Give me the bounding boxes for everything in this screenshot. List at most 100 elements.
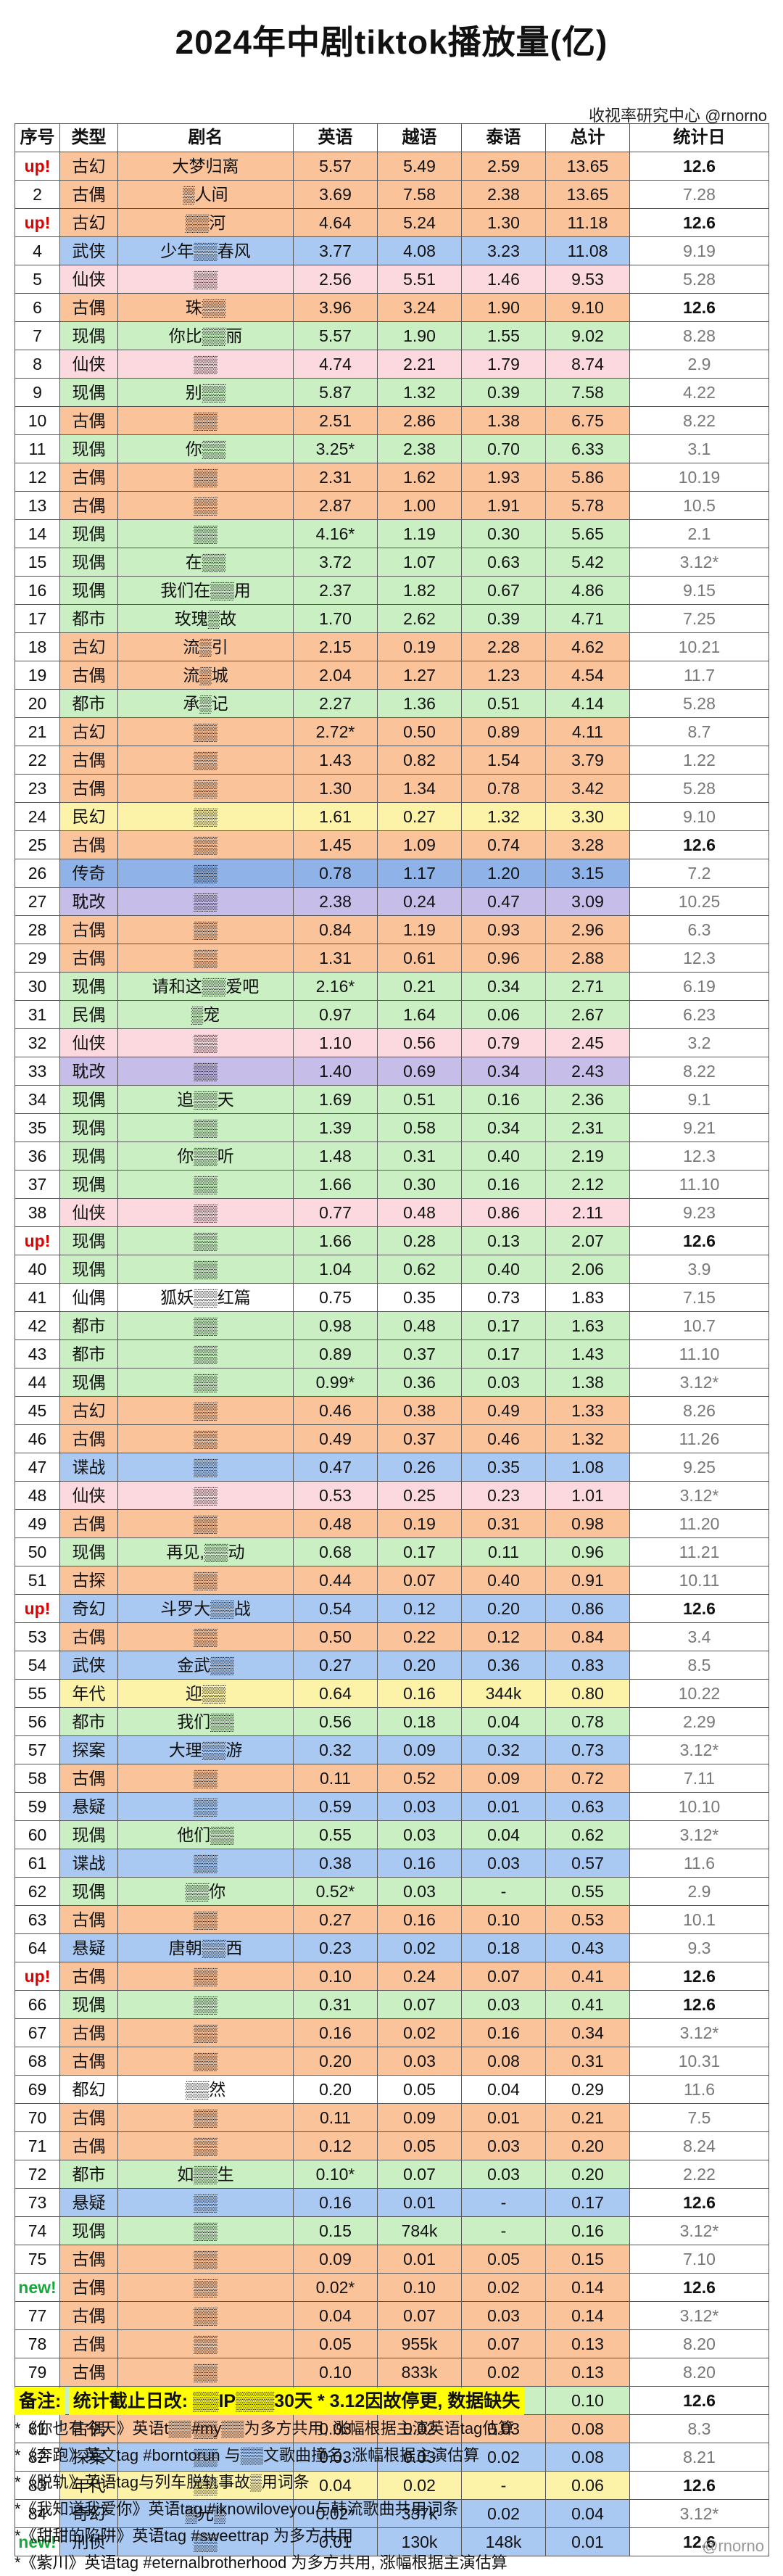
table-row: 35 现偶 ▒▒ 1.39 0.58 0.34 2.31 9.21 [14,1113,769,1142]
drama-name-cell: ▒▒ [117,463,294,492]
rank-cell: 21 [14,717,60,746]
total-cell: 2.67 [545,1000,630,1029]
date-cell: 12.6 [629,208,769,237]
thai-cell: 0.06 [461,1000,546,1029]
english-cell: 0.55 [293,1820,378,1849]
english-cell: 0.77 [293,1198,378,1227]
genre-cell: 古偶 [59,944,118,973]
vietnamese-cell: 0.37 [377,1339,462,1368]
date-cell: 3.12* [629,2216,769,2245]
total-cell: 0.98 [545,1509,630,1538]
thai-cell: 0.49 [461,1396,546,1425]
vietnamese-cell: 4.08 [377,236,462,265]
drama-name-cell: ▒▒ [117,1113,294,1142]
thai-cell: 2.59 [461,152,546,181]
notes-label: 备注: [14,2387,66,2415]
total-cell: 2.71 [545,972,630,1001]
date-cell: 3.12* [629,2301,769,2330]
drama-name-cell: 别▒▒ [117,378,294,407]
date-cell: 2.29 [629,1707,769,1736]
genre-cell: 古偶 [59,830,118,859]
genre-cell: 谍战 [59,1849,118,1878]
date-cell: 10.1 [629,1905,769,1934]
table-row: 60 现偶 他们▒▒ 0.55 0.03 0.04 0.62 3.12* [14,1820,769,1849]
drama-name-cell: 狐妖▒▒红篇 [117,1283,294,1312]
thai-cell: 0.04 [461,1707,546,1736]
vietnamese-cell: 0.02 [377,1933,462,1962]
date-cell: 11.20 [629,1509,769,1538]
table-row: 58 古偶 ▒▒ 0.11 0.52 0.09 0.72 7.11 [14,1764,769,1793]
drama-name-cell: 如▒▒生 [117,2160,294,2189]
vietnamese-cell: 2.62 [377,604,462,633]
rank-cell: 34 [14,1085,60,1114]
vietnamese-cell: 2.38 [377,434,462,463]
table-row: 4 武侠 少年▒▒春风 3.77 4.08 3.23 11.08 9.19 [14,236,769,265]
table-row: 26 传奇 ▒▒ 0.78 1.17 1.20 3.15 7.2 [14,859,769,888]
thai-cell: 0.30 [461,519,546,548]
total-cell: 1.32 [545,1424,630,1453]
table-row: 45 古幻 ▒▒ 0.46 0.38 0.49 1.33 8.26 [14,1396,769,1425]
date-cell: 2.9 [629,350,769,379]
thai-cell: 0.02 [461,2443,546,2472]
thai-cell: 2.28 [461,632,546,661]
genre-cell: 现偶 [59,434,118,463]
thai-cell: 0.73 [461,1283,546,1312]
table-row: 50 现偶 再见,▒▒动 0.68 0.17 0.11 0.96 11.21 [14,1537,769,1566]
thai-cell: 0.40 [461,1255,546,1284]
total-cell: 0.29 [545,2075,630,2104]
vietnamese-cell: 1.36 [377,689,462,718]
vietnamese-cell: 0.58 [377,1113,462,1142]
chart-title: 2024年中剧tiktok播放量(亿) [175,23,608,61]
note-line: *《你也有今天》英语t▒▒#my▒▒为多方共用, 涨幅根据主演英语tag估算 [14,2419,515,2437]
genre-cell: 现偶 [59,1255,118,1284]
table-row: 57 探案 大理▒▒游 0.32 0.09 0.32 0.73 3.12* [14,1735,769,1764]
drama-name-cell: ▒▒ [117,717,294,746]
rank-cell: 79 [14,2358,60,2387]
drama-name-cell: ▒▒ [117,915,294,944]
english-cell: 1.10 [293,1028,378,1057]
table-row: 17 都市 玫瑰▒故 1.70 2.62 0.39 4.71 7.25 [14,604,769,633]
genre-cell: 古偶 [59,774,118,803]
total-cell: 2.36 [545,1085,630,1114]
vietnamese-cell: 0.24 [377,1962,462,1991]
vietnamese-cell: 0.18 [377,1707,462,1736]
table-row: 23 古偶 ▒▒ 1.30 1.34 0.78 3.42 5.28 [14,774,769,803]
english-cell: 1.48 [293,1142,378,1171]
date-cell: 7.28 [629,180,769,209]
total-cell: 1.33 [545,1396,630,1425]
vietnamese-cell: 0.16 [377,1849,462,1878]
genre-cell: 古偶 [59,2018,118,2047]
genre-cell: 现偶 [59,519,118,548]
thai-cell: 1.23 [461,661,546,690]
table-row: 73 悬疑 ▒▒ 0.16 0.01-0.17 12.6 [14,2188,769,2217]
table-row: 22 古偶 ▒▒ 1.43 0.82 1.54 3.79 1.22 [14,746,769,775]
date-cell: 8.21 [629,2443,769,2472]
vietnamese-cell: 0.02 [377,2018,462,2047]
drama-name-cell: ▒▒ [117,1792,294,1821]
vietnamese-cell: 0.31 [377,1142,462,1171]
rank-cell: 60 [14,1820,60,1849]
english-cell: 0.27 [293,1651,378,1680]
total-cell: 0.13 [545,2329,630,2358]
rank-cell: 23 [14,774,60,803]
vietnamese-cell: 1.07 [377,548,462,577]
genre-cell: 古偶 [59,491,118,520]
date-cell: 9.25 [629,1453,769,1482]
vietnamese-cell: 0.21 [377,972,462,1001]
english-cell: 0.64 [293,1679,378,1708]
total-cell: 2.19 [545,1142,630,1171]
vietnamese-cell: 0.22 [377,1622,462,1651]
vietnamese-cell: 1.09 [377,830,462,859]
total-cell: 1.01 [545,1481,630,1510]
rank-cell: 49 [14,1509,60,1538]
english-cell: 2.72* [293,717,378,746]
thai-cell: 0.89 [461,717,546,746]
total-cell: 3.15 [545,859,630,888]
thai-cell: 0.20 [461,1594,546,1623]
thai-cell: 0.03 [461,2301,546,2330]
thai-cell: 0.79 [461,1028,546,1057]
genre-cell: 现偶 [59,1142,118,1171]
total-cell: 3.30 [545,802,630,831]
table-row: 59 悬疑 ▒▒ 0.59 0.03 0.01 0.63 10.10 [14,1792,769,1821]
table-row: 14 现偶 ▒▒ 4.16* 1.19 0.30 5.65 2.1 [14,519,769,548]
